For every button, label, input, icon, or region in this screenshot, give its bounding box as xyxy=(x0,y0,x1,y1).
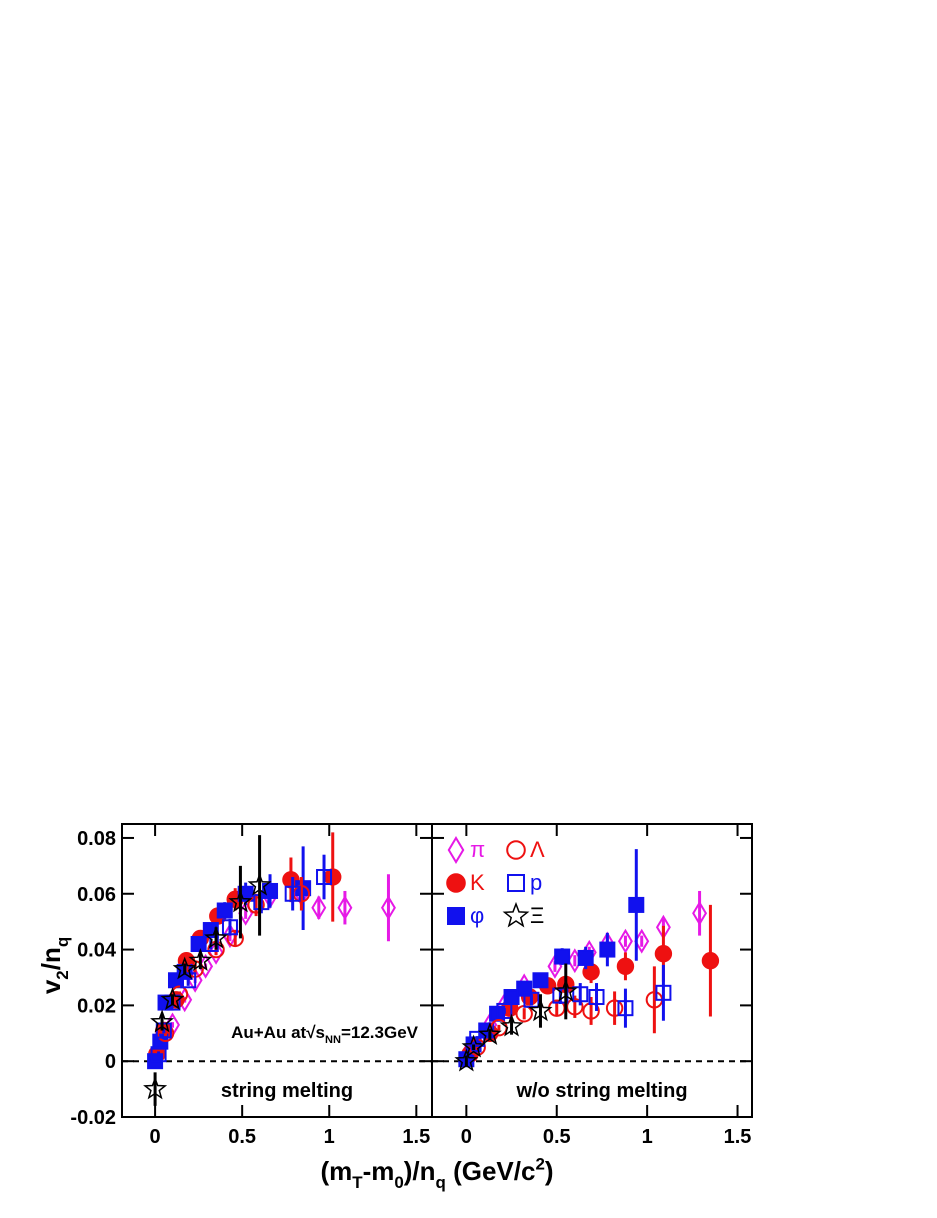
data-point xyxy=(247,896,265,914)
annotation-part: Au+Au at xyxy=(231,1023,306,1042)
x-tick-label: 1.5 xyxy=(724,1126,752,1148)
data-point xyxy=(190,935,207,952)
x-tick-label: 0.5 xyxy=(228,1126,256,1148)
data-point xyxy=(654,945,673,963)
data-point xyxy=(380,895,396,921)
x-axis-title-part: -m xyxy=(363,1156,395,1186)
data-point xyxy=(554,948,571,965)
x-tick-label: 1.5 xyxy=(402,1126,430,1148)
y-tick-label: 0.08 xyxy=(77,828,116,850)
data-point xyxy=(247,872,272,896)
data-point xyxy=(553,978,578,1002)
annotation-part: s xyxy=(316,1023,325,1042)
annotation: Au+Au at√sNN=12.3GeV xyxy=(231,1023,419,1046)
legend-label: K xyxy=(470,870,485,895)
data-point xyxy=(160,987,185,1011)
y-tick-label: 0.06 xyxy=(77,884,116,906)
data-point xyxy=(461,1034,486,1058)
data-point xyxy=(311,895,327,921)
y-axis-title-part: 2 xyxy=(53,970,72,979)
x-axis-title-part: q xyxy=(436,1173,446,1192)
y-tick-label: 0 xyxy=(105,1051,116,1073)
data-point xyxy=(228,889,253,913)
legend-label: π xyxy=(470,837,485,862)
data-point xyxy=(226,929,244,948)
annotation-part: NN xyxy=(325,1034,341,1046)
legend-marker xyxy=(447,907,465,925)
legend-marker xyxy=(507,874,525,892)
data-point xyxy=(577,949,594,966)
y-axis-title: v2/nq xyxy=(36,937,72,994)
data-point xyxy=(477,1022,502,1045)
data-point xyxy=(588,989,605,1006)
legend-marker xyxy=(506,840,526,860)
y-tick-label: 0.02 xyxy=(77,995,116,1017)
data-point xyxy=(316,869,333,886)
data-point xyxy=(337,895,353,921)
data-point xyxy=(528,998,553,1022)
data-point xyxy=(523,991,540,1008)
data-point xyxy=(605,999,624,1017)
data-point xyxy=(150,1009,175,1033)
data-point xyxy=(253,894,270,911)
x-tick-label: 1 xyxy=(642,1126,653,1148)
data-point xyxy=(324,868,342,886)
data-point xyxy=(617,928,633,954)
plot-frame xyxy=(431,823,753,1118)
data-point xyxy=(701,952,720,970)
legend-marker xyxy=(447,836,465,864)
data-point xyxy=(188,948,213,971)
data-point xyxy=(628,896,645,913)
y-tick-label: 0.04 xyxy=(77,940,117,962)
data-point xyxy=(499,1013,524,1037)
data-point xyxy=(616,957,635,976)
y-axis-title-part: /n xyxy=(36,947,66,970)
data-point xyxy=(692,900,708,926)
legend-label: p xyxy=(530,870,542,895)
data-point xyxy=(617,1000,634,1017)
x-axis-title-part: 2 xyxy=(535,1155,544,1174)
data-point xyxy=(454,1048,479,1072)
annotation-part: √ xyxy=(306,1023,316,1042)
x-tick-label: 0 xyxy=(461,1126,472,1148)
x-tick-label: 0.5 xyxy=(543,1126,571,1148)
x-axis-title-part: ) xyxy=(545,1156,554,1186)
x-axis-title: (mT-m0)/nq (GeV/c2) xyxy=(320,1155,553,1192)
legend-label: Λ xyxy=(530,837,545,862)
data-point xyxy=(572,986,589,1003)
x-axis-title-part: (m xyxy=(320,1156,352,1186)
y-axis-title-part: v xyxy=(36,979,66,994)
data-point xyxy=(496,1002,513,1019)
data-point xyxy=(204,925,229,949)
x-axis-title-part: )/n xyxy=(404,1156,436,1186)
annotation-part: =12.3GeV xyxy=(341,1023,419,1042)
data-point xyxy=(172,956,197,980)
legend-label: φ xyxy=(470,903,484,928)
x-axis-title-part: 0 xyxy=(394,1173,403,1192)
x-tick-label: 1 xyxy=(324,1126,335,1148)
y-axis-title-part: q xyxy=(53,937,72,947)
legend-marker xyxy=(446,873,466,893)
legend-label: Ξ xyxy=(530,903,544,928)
y-tick-label: -0.02 xyxy=(70,1107,116,1129)
legend-marker xyxy=(502,901,530,928)
data-point xyxy=(599,941,616,958)
data-point xyxy=(221,919,238,936)
panel-title: w/o string melting xyxy=(515,1080,687,1102)
data-point xyxy=(156,1024,175,1042)
data-point xyxy=(143,1076,168,1100)
data-point xyxy=(655,984,672,1001)
data-point xyxy=(216,902,233,919)
x-axis-title-part: (GeV/c xyxy=(446,1156,536,1186)
data-point xyxy=(284,885,301,902)
x-tick-label: 0 xyxy=(150,1126,161,1148)
data-point xyxy=(180,972,197,989)
data-point xyxy=(532,972,549,989)
data-point xyxy=(150,1046,167,1063)
x-axis-title-part: T xyxy=(352,1173,363,1192)
panel-title: string melting xyxy=(221,1080,353,1102)
